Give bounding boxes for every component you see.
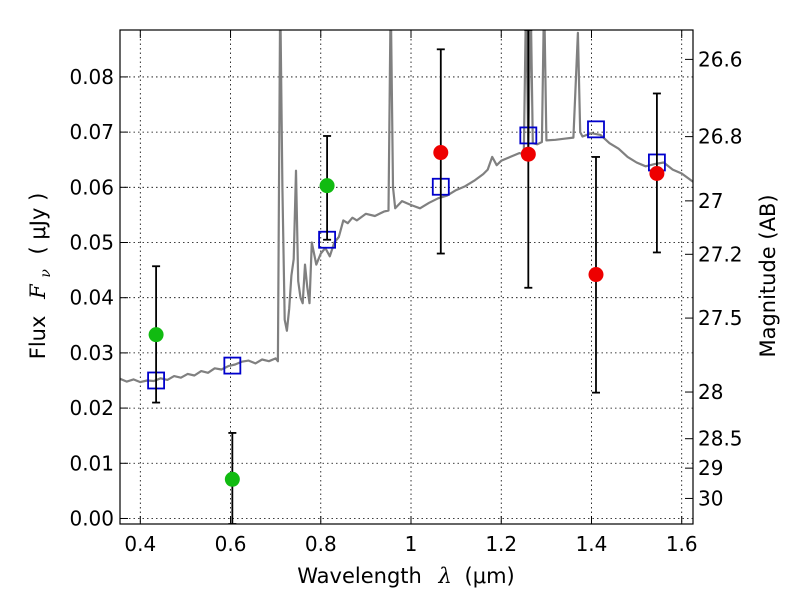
- y2-tick-label: 26.8: [698, 125, 743, 149]
- green-data-point: [148, 327, 164, 343]
- x-axis-label: Wavelength λ (μm): [297, 564, 514, 588]
- y-tick-label: 0.01: [69, 451, 114, 475]
- red-data-point: [649, 166, 665, 182]
- green-data-point: [319, 178, 335, 194]
- x-tick-label: 0.6: [215, 532, 247, 556]
- y2-axis-label: Magnitude (AB): [756, 194, 780, 357]
- model-square: [587, 120, 605, 139]
- y-tick-label: 0.00: [69, 506, 114, 530]
- spectrum-line: [120, 30, 693, 384]
- y2-tick-label: 28.5: [698, 427, 743, 451]
- y-axis-label-prefix: Flux: [26, 316, 50, 360]
- y2-tick-label: 28: [698, 380, 723, 404]
- y2-tick-label: 27.5: [698, 306, 743, 330]
- y2-tick-label: 27: [698, 189, 723, 213]
- y-tick-label: 0.07: [69, 120, 114, 144]
- x-tick-label: 0.4: [124, 532, 156, 556]
- red-data-point: [433, 145, 449, 161]
- grid: [120, 30, 693, 524]
- y2-tick-label: 29: [698, 456, 723, 480]
- y-axis-label: Flux F ν ( μJy ): [26, 193, 55, 360]
- plot-area: [120, 30, 693, 524]
- y-tick-label: 0.02: [69, 396, 114, 420]
- y-axis-label-unit: ( μJy ): [26, 193, 50, 255]
- y2-tick-label: 26.6: [698, 47, 743, 71]
- y-tick-label: 0.03: [69, 341, 114, 365]
- y2-tick-label: 27.2: [698, 242, 743, 266]
- y-tick-label: 0.08: [69, 65, 114, 89]
- x-axis-label-symbol: λ: [438, 564, 452, 588]
- y-axis-label-subscript: ν: [38, 269, 54, 278]
- ticks: 0.4 0.6 0.8 1 1.2 1.4 1.6 0.00 0.01 0.02 0.03 0.04 0…: [69, 30, 743, 556]
- x-tick-label: 1.2: [485, 532, 517, 556]
- x-tick-label: 1: [405, 532, 418, 556]
- y-tick-label: 0.05: [69, 231, 114, 255]
- model-square: [223, 356, 242, 375]
- y-tick-label: 0.06: [69, 175, 114, 199]
- x-axis-label-prefix: Wavelength: [297, 564, 422, 588]
- x-tick-label: 1.6: [666, 532, 698, 556]
- red-data-point: [588, 267, 604, 283]
- y2-tick-label: 30: [698, 486, 723, 510]
- x-axis-label-unit: (μm): [465, 564, 515, 588]
- y-tick-label: 0.04: [69, 286, 114, 310]
- red-data-point: [520, 146, 536, 162]
- green-data-point: [224, 471, 240, 487]
- x-tick-label: 0.8: [305, 532, 337, 556]
- y-axis-label-symbol: F: [26, 283, 50, 300]
- x-tick-label: 1.4: [576, 532, 608, 556]
- plot-frame: [119, 29, 694, 525]
